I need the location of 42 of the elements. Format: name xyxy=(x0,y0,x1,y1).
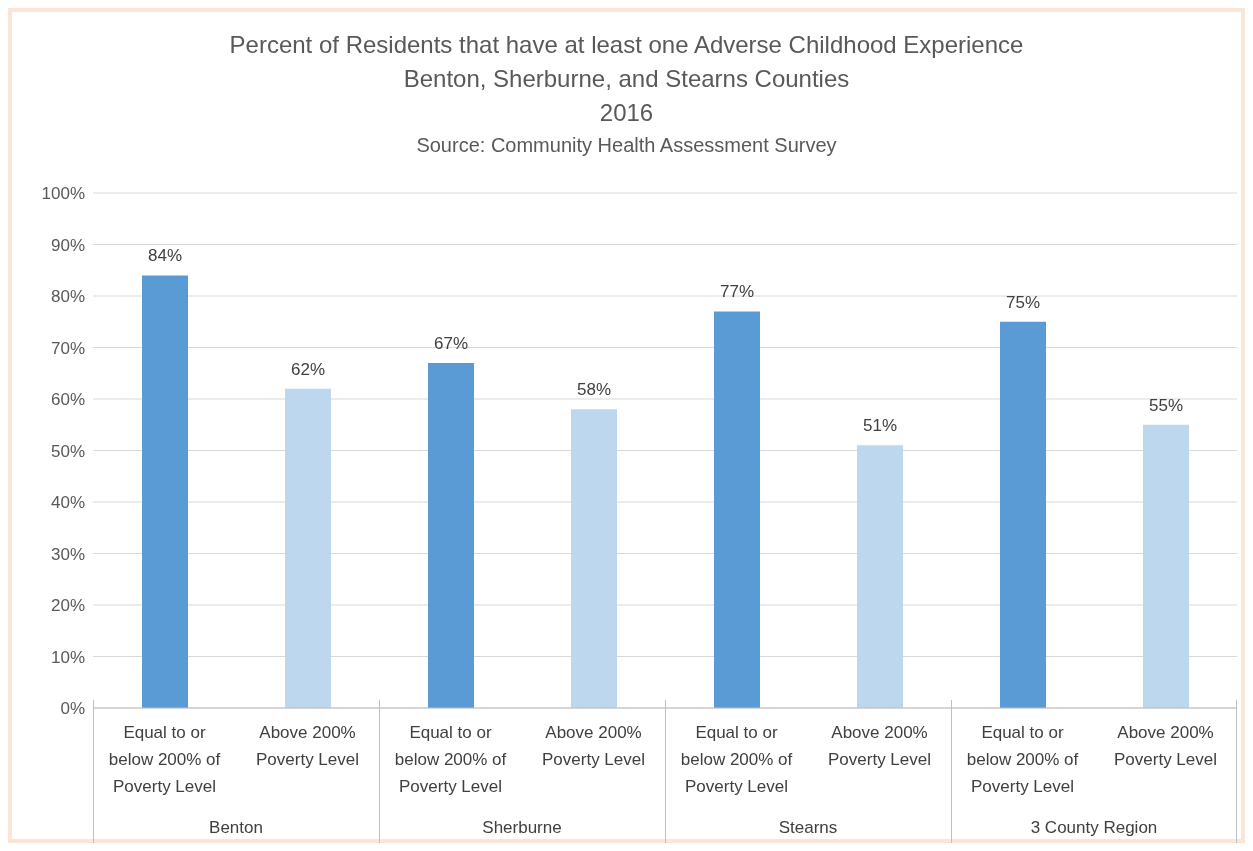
y-tick-label: 60% xyxy=(50,390,85,410)
x-tick-label: Above 200% Poverty Level xyxy=(828,723,931,769)
x-tick-label: Equal to or below 200% of Poverty Level xyxy=(680,723,793,796)
y-tick-label: 30% xyxy=(50,544,85,564)
data-label: 58% xyxy=(576,380,612,400)
bar xyxy=(857,445,903,708)
y-tick-label: 50% xyxy=(50,441,85,461)
x-tick-label: Equal to or below 200% of Poverty Level xyxy=(394,723,507,796)
x-tick-label: Equal to or below 200% of Poverty Level xyxy=(966,723,1079,796)
data-label: 75% xyxy=(1005,292,1041,312)
bar xyxy=(714,311,760,708)
text: Sherburne xyxy=(481,818,563,838)
text: Stearns xyxy=(777,818,839,838)
y-tick-label: 20% xyxy=(50,596,85,616)
y-tick-label: 100% xyxy=(41,184,85,204)
bar xyxy=(142,275,188,708)
data-label: 77% xyxy=(719,282,755,302)
bar xyxy=(285,388,331,708)
y-tick-label: 90% xyxy=(50,235,85,255)
chart-title: Percent of Residents that have at least one Adverse Childhood Experience xyxy=(228,30,1025,60)
data-label: 51% xyxy=(862,416,898,436)
bar xyxy=(428,362,474,708)
bar xyxy=(1143,424,1189,708)
y-tick-label: 10% xyxy=(50,647,85,667)
x-tick-label: Above 200% Poverty Level xyxy=(1114,723,1217,769)
y-tick-label: 70% xyxy=(50,338,85,358)
data-label: 67% xyxy=(433,333,469,353)
text: Benton xyxy=(208,818,264,838)
source-note: Source: Community Health Assessment Survey xyxy=(415,133,838,158)
text: 3 County Region xyxy=(1029,818,1159,838)
chart-subtitle: Benton, Sherburne, and Stearns Counties 2016 xyxy=(402,64,851,128)
x-tick-label: Above 200% Poverty Level xyxy=(542,723,645,769)
y-tick-label: 0% xyxy=(60,699,85,719)
x-tick-label: Above 200% Poverty Level xyxy=(256,723,359,769)
y-tick-label: 80% xyxy=(50,287,85,307)
data-label: 62% xyxy=(290,359,326,379)
bar xyxy=(1000,321,1046,708)
bar xyxy=(571,409,617,708)
data-label: 55% xyxy=(1148,395,1184,415)
x-tick-label: Equal to or below 200% of Poverty Level xyxy=(108,723,221,796)
y-tick-label: 40% xyxy=(50,493,85,513)
data-label: 84% xyxy=(147,246,183,266)
